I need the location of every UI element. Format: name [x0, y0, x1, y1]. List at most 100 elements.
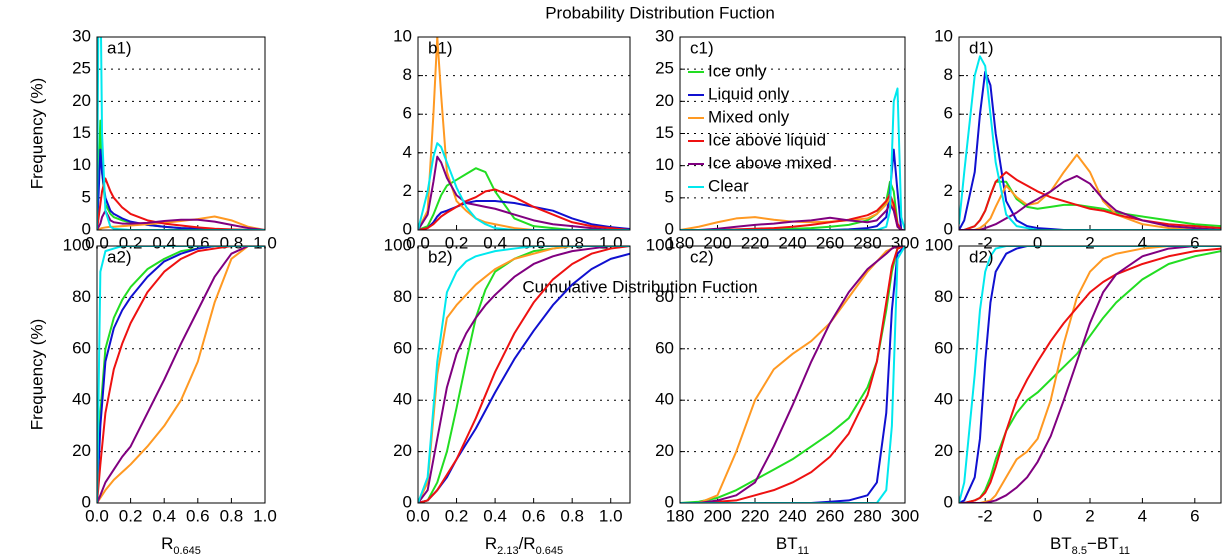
y-tick-label: 80: [934, 287, 953, 306]
x-tick-label: 1.0: [599, 506, 623, 525]
y-tick-label: 30: [72, 26, 91, 45]
y-tick-label: 80: [72, 287, 91, 306]
y-tick-label: 0: [944, 219, 953, 238]
x-label-part: BT: [1050, 534, 1072, 553]
series-line: [959, 153, 1221, 230]
y-tick-label: 40: [655, 390, 674, 409]
y-tick-label: 10: [72, 155, 91, 174]
x-label-part: 8.5: [1072, 545, 1087, 557]
x-tick-label: 220: [741, 506, 769, 525]
panel-label: a1): [107, 38, 132, 57]
x-label-part: −BT: [1087, 534, 1119, 553]
series-line: [97, 119, 265, 230]
y-tick-label: 0: [403, 219, 412, 238]
series-line: [418, 246, 630, 503]
x-tick-label: 280: [853, 506, 881, 525]
y-tick-label: 4: [944, 142, 953, 161]
y-tick-label: 4: [403, 142, 412, 161]
series-line: [959, 246, 1221, 503]
series-line: [97, 246, 265, 503]
panel-label: a2): [107, 247, 132, 266]
y-tick-label: 25: [655, 59, 674, 78]
y-tick-label: 80: [393, 287, 412, 306]
panel-label: b2): [428, 247, 453, 266]
series-line: [418, 200, 630, 230]
axes-frame: [679, 245, 906, 504]
y-axis-label: Frequency (%): [27, 78, 46, 189]
series-line: [97, 37, 265, 230]
x-tick-label: 0.2: [445, 233, 469, 252]
y-tick-label: 100: [384, 235, 412, 254]
series-line: [680, 180, 905, 230]
y-tick-label: 15: [72, 123, 91, 142]
axes-frame: [96, 36, 266, 231]
x-tick-label: 260: [816, 233, 844, 252]
x-tick-label: 260: [816, 506, 844, 525]
y-tick-label: 30: [655, 26, 674, 45]
y-tick-label: 40: [72, 390, 91, 409]
y-tick-label: 15: [655, 123, 674, 142]
x-tick-label: 2: [1085, 506, 1094, 525]
series-line: [680, 246, 905, 503]
y-tick-label: 100: [63, 235, 91, 254]
y-tick-label: 20: [72, 441, 91, 460]
series-line: [959, 246, 1221, 503]
y-tick-label: 10: [934, 26, 953, 45]
x-tick-label: 200: [703, 506, 731, 525]
y-tick-label: 40: [393, 390, 412, 409]
x-tick-label: 0.4: [483, 506, 507, 525]
series-line: [418, 246, 630, 503]
x-tick-label: 280: [853, 233, 881, 252]
x-tick-label: 240: [778, 233, 806, 252]
legend-label: Clear: [708, 176, 749, 195]
x-axis-label: R0.645: [161, 534, 201, 556]
panel-label: b1): [428, 38, 453, 57]
x-tick-label: 0.0: [85, 233, 109, 252]
x-label-part: 0.645: [536, 545, 564, 557]
plot-area: [97, 37, 265, 230]
x-tick-label: 0.8: [560, 506, 584, 525]
series-line: [97, 246, 265, 503]
x-tick-label: 300: [891, 506, 919, 525]
series-line: [97, 177, 265, 230]
x-label-part: /R: [519, 534, 536, 553]
series-line: [418, 246, 630, 503]
plot-area: [959, 246, 1221, 503]
x-tick-label: 6: [1190, 506, 1199, 525]
x-tick-label: 0.6: [522, 506, 546, 525]
x-tick-label: 0.0: [406, 506, 430, 525]
x-tick-label: 200: [703, 233, 731, 252]
series-line: [680, 203, 905, 230]
plot-area: [97, 246, 265, 503]
series-line: [680, 193, 905, 230]
x-tick-label: 0.4: [483, 233, 507, 252]
series-line: [418, 188, 630, 230]
axes-frame: [96, 245, 266, 504]
y-tick-label: 8: [403, 65, 412, 84]
series-line: [97, 246, 265, 503]
x-tick-label: -2: [978, 233, 993, 252]
series-line: [418, 142, 630, 230]
x-axis-label: BT8.5−BT11: [1050, 534, 1130, 556]
y-tick-label: 5: [665, 187, 674, 206]
y-tick-label: 40: [934, 390, 953, 409]
x-tick-label: 220: [741, 233, 769, 252]
y-tick-label: 2: [944, 181, 953, 200]
x-tick-label: 0.2: [119, 233, 143, 252]
series-line: [959, 250, 1221, 503]
y-tick-label: 60: [72, 338, 91, 357]
plot-area: [959, 55, 1221, 230]
x-axis-label: R2.13/R0.645: [485, 534, 563, 556]
plot-area: [680, 246, 905, 503]
x-tick-label: 4: [1138, 506, 1147, 525]
axes-frame: [958, 245, 1222, 504]
axes-frame: [958, 36, 1222, 231]
y-tick-label: 0: [82, 492, 91, 511]
x-tick-label: 2: [1085, 233, 1094, 252]
y-tick-label: 20: [934, 441, 953, 460]
legend-label: Ice above mixed: [708, 153, 832, 172]
x-label-part: 11: [798, 545, 809, 557]
panel-label: d2): [969, 247, 994, 266]
y-tick-label: 25: [72, 59, 91, 78]
series-line: [97, 246, 265, 503]
